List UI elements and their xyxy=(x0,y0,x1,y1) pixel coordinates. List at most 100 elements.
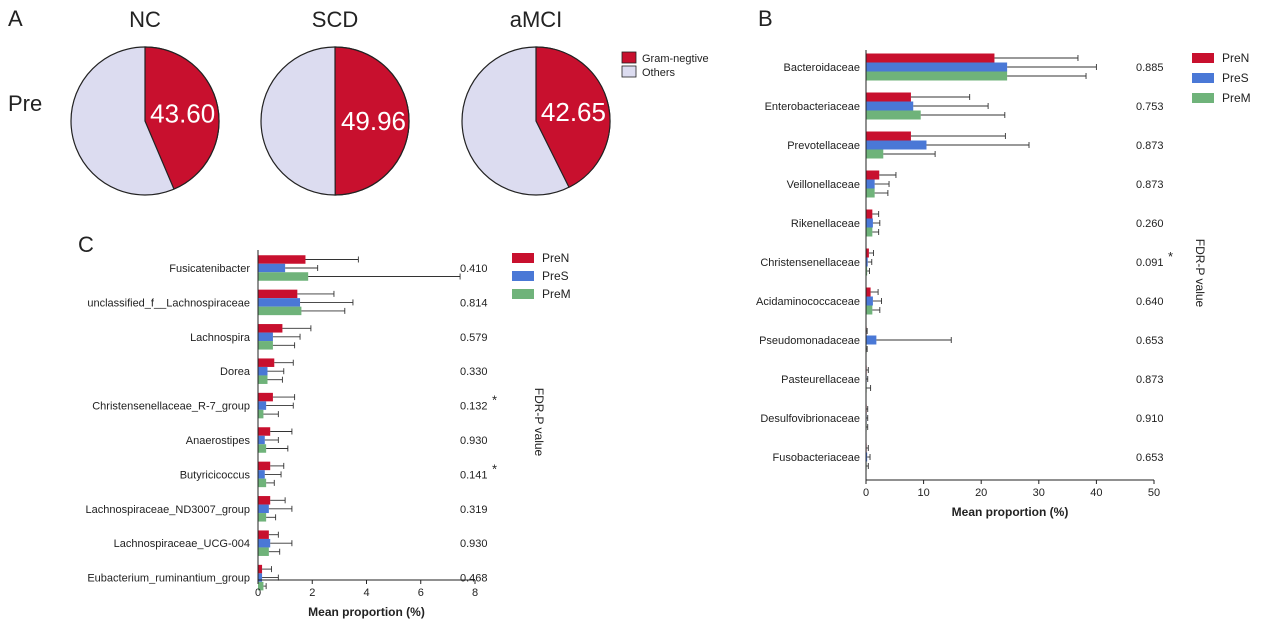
significance-star: * xyxy=(1168,249,1173,264)
category-label-enterobacteriaceae: Enterobacteriaceae xyxy=(765,101,860,113)
category-label-bacteroidaceae: Bacteroidaceae xyxy=(784,62,860,74)
panel-b-letter: B xyxy=(758,6,773,31)
bar-pres-prevotellaceae xyxy=(866,140,927,150)
p-value-lachnospira: 0.579 xyxy=(460,332,488,344)
category-label-acidaminococcaceae: Acidaminococcaceae xyxy=(756,296,860,308)
bar-prem-butyricicoccus xyxy=(258,478,267,488)
x-tick-label-50: 50 xyxy=(1148,487,1160,499)
category-label-veillonellaceae: Veillonellaceae xyxy=(787,179,860,191)
bar-pres-enterobacteriaceae xyxy=(866,101,914,111)
bar-pren-anaerostipes xyxy=(258,427,271,436)
p-value-butyricicoccus: 0.141 xyxy=(460,469,488,481)
panel-a-letter: A xyxy=(8,6,23,31)
pie-slice-gram-negative xyxy=(334,46,410,196)
category-row: Eubacterium_ruminantium_group 0.468 xyxy=(87,564,488,591)
category-row: Christensenellaceae 0.091 * xyxy=(760,248,1173,276)
bar-prem-fusicatenibacter xyxy=(258,272,309,281)
category-label-lachnospiraceae-nd3007-group: Lachnospiraceae_ND3007_group xyxy=(85,504,250,516)
p-value-christensenellaceae-r-7-group: 0.132 xyxy=(460,401,488,413)
pie-title-nc: NC xyxy=(129,7,161,32)
category-row: unclassified_f__Lachnospiraceae 0.814 xyxy=(87,289,488,316)
bar-pres-anaerostipes xyxy=(258,435,265,445)
legend-label-pres: PreS xyxy=(1222,71,1249,85)
p-value-unclassified-f-lachnospiraceae: 0.814 xyxy=(460,297,488,309)
bar-pres-lachnospiraceae-nd3007-group xyxy=(258,504,269,514)
category-label-pasteurellaceae: Pasteurellaceae xyxy=(781,374,860,386)
legend-swatch-prem xyxy=(512,289,534,299)
bar-pren-unclassified-f-lachnospiraceae xyxy=(258,289,298,299)
bar-prem-anaerostipes xyxy=(258,444,267,453)
category-label-prevotellaceae: Prevotellaceae xyxy=(787,140,860,152)
x-tick-label-30: 30 xyxy=(1033,487,1045,499)
pie-legend-swatch-others xyxy=(621,65,637,78)
category-label-desulfovibrionaceae: Desulfovibrionaceae xyxy=(760,413,860,425)
bar-prem-enterobacteriaceae xyxy=(866,110,921,120)
bar-prem-rikenellaceae xyxy=(866,227,873,237)
bar-pren-acidaminococcaceae xyxy=(866,287,871,297)
significance-star: * xyxy=(492,461,497,476)
legend-swatch-pres xyxy=(1192,73,1214,83)
category-label-lachnospiraceae-ucg-004: Lachnospiraceae_UCG-004 xyxy=(114,538,250,550)
category-label-dorea: Dorea xyxy=(220,366,251,378)
bar-prem-lachnospira xyxy=(258,341,273,350)
legend-swatch-pren xyxy=(512,253,534,263)
p-value-desulfovibrionaceae: 0.910 xyxy=(1136,413,1164,425)
pie-amci: aMCI 42.65 xyxy=(461,7,611,196)
p-value-fusobacteriaceae: 0.653 xyxy=(1136,452,1164,464)
category-row: Desulfovibrionaceae 0.910 xyxy=(760,404,1164,432)
pie-legend: Gram-negtive Others xyxy=(621,51,709,79)
p-value-veillonellaceae: 0.873 xyxy=(1136,179,1164,191)
p-value-pseudomonadaceae: 0.653 xyxy=(1136,335,1164,347)
category-row: Christensenellaceae_R-7_group 0.132 * xyxy=(92,393,497,419)
category-label-fusobacteriaceae: Fusobacteriaceae xyxy=(773,452,860,464)
category-row: Fusobacteriaceae 0.653 xyxy=(773,443,1164,471)
bar-pres-acidaminococcaceae xyxy=(866,296,873,306)
bar-prem-dorea xyxy=(258,375,268,384)
bar-prem-bacteroidaceae xyxy=(866,71,1008,81)
p-value-christensenellaceae: 0.091 xyxy=(1136,257,1164,269)
category-label-rikenellaceae: Rikenellaceae xyxy=(791,218,860,230)
bar-prem-eubacterium-ruminantium-group xyxy=(258,581,264,591)
x-tick-label-0: 0 xyxy=(255,587,261,599)
panel-c-bar-chart: Fusicatenibacter 0.410 unclassified_f__Lac… xyxy=(85,250,571,619)
category-row: Acidaminococcaceae 0.640 xyxy=(756,287,1164,315)
category-label-christensenellaceae: Christensenellaceae xyxy=(760,257,860,269)
bar-pres-fusobacteriaceae xyxy=(866,452,868,462)
bar-pren-dorea xyxy=(258,358,275,367)
p-value-rikenellaceae: 0.260 xyxy=(1136,218,1164,230)
pie-row-label: Pre xyxy=(8,91,42,116)
x-tick-label-4: 4 xyxy=(363,587,369,599)
p-value-dorea: 0.330 xyxy=(460,366,488,378)
p-value-pasteurellaceae: 0.873 xyxy=(1136,374,1164,386)
category-row: Enterobacteriaceae 0.753 xyxy=(765,92,1164,120)
category-row: Lachnospiraceae_ND3007_group 0.319 xyxy=(85,496,488,522)
panel-c-letter: C xyxy=(78,232,94,257)
legend-label-pren: PreN xyxy=(1222,51,1249,65)
bar-pren-rikenellaceae xyxy=(866,209,873,219)
bar-prem-unclassified-f-lachnospiraceae xyxy=(258,306,302,316)
legend-label-pren: PreN xyxy=(542,251,569,265)
category-row: Fusicatenibacter 0.410 xyxy=(169,255,488,281)
pie-value-label: 42.65 xyxy=(541,97,606,127)
category-row: Prevotellaceae 0.873 xyxy=(787,131,1164,159)
bar-pres-lachnospiraceae-ucg-004 xyxy=(258,538,271,548)
bar-pren-lachnospiraceae-nd3007-group xyxy=(258,496,271,505)
category-row: Bacteroidaceae 0.885 xyxy=(784,53,1164,81)
pie-slice-gram-negative xyxy=(535,46,611,189)
category-row: Anaerostipes 0.930 xyxy=(186,427,488,453)
x-tick-label-20: 20 xyxy=(975,487,987,499)
category-row: Lachnospiraceae_UCG-004 0.930 xyxy=(114,530,488,556)
pie-legend-swatch-gram-negative xyxy=(621,51,637,64)
category-row: Butyricicoccus 0.141 * xyxy=(180,461,497,488)
category-label-christensenellaceae-r-7-group: Christensenellaceae_R-7_group xyxy=(92,401,250,413)
bar-pren-butyricicoccus xyxy=(258,461,271,471)
pie-value-label: 49.96 xyxy=(341,106,406,136)
bar-prem-lachnospiraceae-ucg-004 xyxy=(258,547,269,556)
legend-label-prem: PreM xyxy=(542,287,571,301)
pie-charts: NC 43.60 SCD 49.96 aMCI 42.65 xyxy=(70,7,611,196)
bar-pren-fusicatenibacter xyxy=(258,255,306,264)
x-tick-label-8: 8 xyxy=(472,587,478,599)
bar-prem-veillonellaceae xyxy=(866,188,875,198)
p-value-lachnospiraceae-ucg-004: 0.930 xyxy=(460,538,488,550)
